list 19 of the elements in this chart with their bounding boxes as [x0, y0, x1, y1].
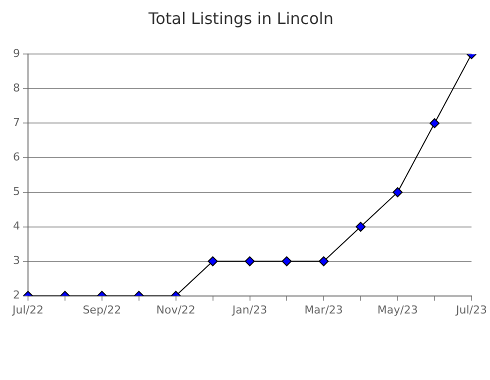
y-tick-label: 2 — [13, 288, 20, 302]
x-tick-label: Nov/22 — [156, 303, 196, 316]
x-tick-label: Mar/23 — [304, 303, 343, 316]
y-tick-label: 3 — [13, 254, 20, 268]
point — [392, 187, 403, 198]
y-tick-label: 8 — [13, 82, 20, 95]
x-tick-label: Jul/23 — [455, 303, 488, 316]
y-tick-label: 6 — [13, 150, 20, 164]
y-tick-label: 7 — [13, 116, 20, 130]
x-tick-label: Jul/22 — [12, 303, 44, 316]
x-tick-label: May/23 — [377, 303, 418, 316]
y-tick-label: 5 — [13, 185, 20, 198]
x-tick-label: Sep/22 — [82, 303, 122, 316]
point — [356, 222, 366, 232]
point — [430, 118, 440, 128]
x-tick-label: Jan/23 — [231, 303, 268, 316]
y-tick-label: 4 — [13, 220, 20, 233]
chart-title: Total Listings in Lincoln — [148, 8, 334, 28]
y-tick-label: 9 — [13, 47, 20, 60]
